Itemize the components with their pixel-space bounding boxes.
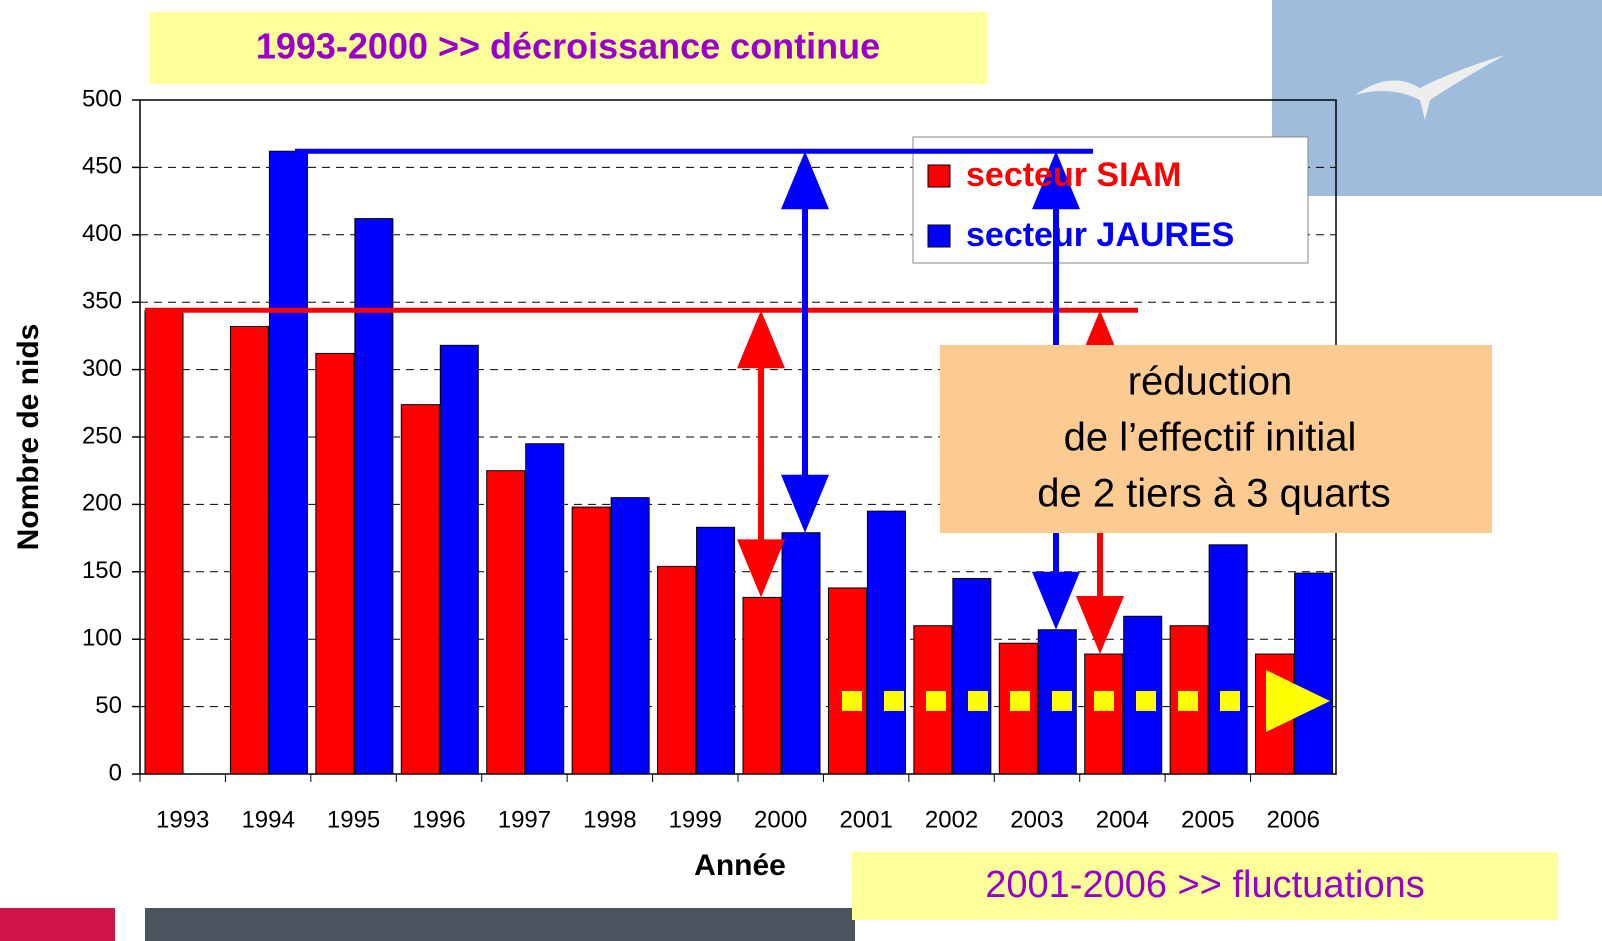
annotation-box (940, 345, 1492, 533)
bar (439, 344, 479, 775)
footer-block (0, 908, 115, 941)
bar (486, 470, 526, 775)
y-tick-label: 200 (82, 490, 122, 517)
y-tick-label: 250 (82, 422, 122, 449)
bar (315, 352, 355, 775)
x-tick-label: 1995 (327, 806, 380, 833)
bar (354, 218, 394, 775)
x-tick-label: 1994 (241, 806, 294, 833)
x-tick-label: 2001 (839, 806, 892, 833)
bar (781, 532, 821, 775)
x-tick-label: 2003 (1010, 806, 1063, 833)
arrow-head (1076, 596, 1124, 655)
chart-title: 1993-2000 >> décroissance continue (256, 26, 880, 67)
x-tick-label: 2005 (1181, 806, 1234, 833)
bar (1208, 544, 1248, 775)
y-tick-label: 350 (82, 288, 122, 315)
y-tick-label: 500 (82, 85, 122, 112)
legend (912, 136, 1309, 264)
arrow-head (737, 310, 785, 369)
bar (827, 587, 867, 775)
double-arrow (781, 151, 829, 533)
bar (268, 150, 308, 775)
bar (229, 325, 269, 775)
legend-label: secteur SIAM (966, 156, 1181, 194)
bar (144, 309, 184, 775)
annotation-line: de 2 tiers à 3 quarts (1037, 472, 1391, 516)
arrow-head (1032, 151, 1080, 210)
arrow-head (781, 151, 829, 210)
trend-arrow (842, 670, 1330, 732)
bar (1084, 653, 1124, 775)
x-tick-label: 1998 (583, 806, 636, 833)
x-tick-label: 1993 (156, 806, 209, 833)
x-tick-label: 1996 (412, 806, 465, 833)
x-axis-label: Année (694, 849, 786, 882)
bar (610, 497, 650, 775)
x-tick-label: 2006 (1267, 806, 1320, 833)
bar (696, 526, 736, 775)
y-axis-label: Nombre de nids (12, 324, 45, 551)
arrow-head (781, 474, 829, 533)
arrow-head (1032, 571, 1080, 630)
legend-label: secteur JAURES (966, 216, 1234, 254)
subtitle-box (852, 852, 1558, 920)
y-tick-label: 0 (109, 759, 122, 786)
bar (952, 578, 992, 775)
x-tick-label: 1997 (498, 806, 551, 833)
x-tick-label: 2000 (754, 806, 807, 833)
bar (657, 565, 697, 775)
bar (1294, 572, 1334, 775)
footer-photo (145, 908, 855, 941)
y-tick-label: 400 (82, 220, 122, 247)
legend-swatch (927, 224, 951, 248)
bar (742, 596, 782, 775)
arrow-head (737, 539, 785, 598)
bar (400, 404, 440, 775)
annotation-line: de l’effectif initial (1064, 416, 1357, 460)
y-tick-label: 450 (82, 153, 122, 180)
title-box (150, 12, 987, 84)
bar (571, 506, 611, 775)
y-tick-label: 300 (82, 355, 122, 382)
x-tick-label: 1999 (669, 806, 722, 833)
legend-swatch (927, 164, 951, 188)
subtitle: 2001-2006 >> fluctuations (985, 864, 1424, 906)
y-tick-label: 50 (95, 692, 122, 719)
x-tick-label: 2002 (925, 806, 978, 833)
bar (525, 443, 565, 775)
y-tick-label: 150 (82, 557, 122, 584)
x-tick-label: 2004 (1096, 806, 1149, 833)
y-tick-label: 100 (82, 625, 122, 652)
annotation-line: réduction (1128, 360, 1293, 404)
double-arrow (737, 310, 785, 598)
bar (866, 510, 906, 775)
bird (1355, 55, 1505, 120)
photo (1272, 0, 1602, 196)
